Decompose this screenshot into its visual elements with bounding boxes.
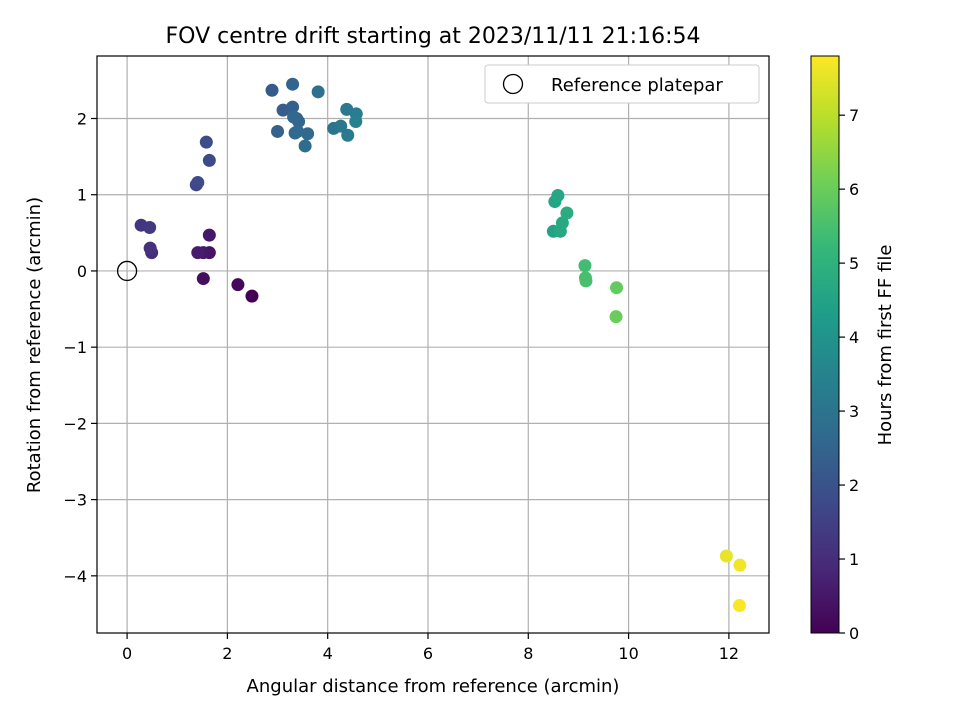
y-axis-ticks: −4 −3 −2 −1 0 1 2 [63,110,97,586]
colorbar-tick-label: 1 [849,550,859,569]
y-tick-label: 2 [77,110,87,129]
data-point [245,289,259,303]
data-point [298,139,312,153]
data-point [199,135,213,149]
data-point [231,278,245,292]
legend-entry-reference-platepar: Reference platepar [551,75,723,96]
x-tick-label: 0 [122,644,132,663]
data-point [609,310,623,324]
legend: Reference platepar [484,64,760,104]
data-point [301,127,315,141]
y-axis-label: Rotation from reference (arcmin) [24,197,45,493]
colorbar-label: Hours from first FF file [875,245,896,446]
y-tick-label: −1 [63,338,87,357]
x-axis-ticks: 0 2 4 6 8 10 12 [122,633,739,663]
colorbar-tick-label: 5 [849,254,859,273]
colorbar-tick-label: 3 [849,402,859,421]
data-point [143,241,157,255]
data-point [349,115,363,129]
data-point [341,128,355,142]
data-point [288,126,302,140]
data-point [202,153,216,167]
data-point [560,206,574,220]
legend-marker [502,73,524,95]
data-point [579,274,593,288]
data-point [271,124,285,138]
plot-frame [96,55,770,634]
data-point [555,216,569,230]
colorbar-tick-label: 4 [849,328,859,347]
data-point [191,176,205,190]
data-points [134,77,747,613]
data-point [191,246,205,260]
x-tick-label: 6 [423,644,433,663]
y-tick-label: −3 [63,491,87,510]
data-point [551,188,565,202]
data-point [733,558,747,572]
data-point [610,281,624,295]
colorbar-ticks: 0 1 2 3 4 5 6 7 [839,106,859,643]
grid [97,56,769,633]
reference-platepar-marker [116,260,138,282]
data-point [196,272,210,286]
data-point [286,77,300,91]
data-point [265,83,279,97]
data-point [334,119,348,133]
x-tick-label: 2 [222,644,232,663]
colorbar-tick-label: 0 [849,624,859,643]
data-point [202,228,216,242]
data-point [143,220,157,234]
x-tick-label: 8 [523,644,533,663]
data-point [578,259,592,273]
colorbar: 0 1 2 3 4 5 6 7 Hours from first FF file [810,55,896,643]
data-point [719,549,733,563]
data-point [287,110,301,124]
data-point [732,599,746,613]
y-tick-label: −4 [63,567,87,586]
data-point [286,100,300,114]
data-point [311,85,325,99]
y-tick-label: 1 [77,186,87,205]
colorbar-tick-label: 2 [849,476,859,495]
y-tick-label: 0 [77,262,87,281]
chart-title: FOV centre drift starting at 2023/11/11 … [166,24,701,49]
legend-box [484,64,760,104]
x-tick-label: 4 [323,644,333,663]
x-tick-label: 12 [719,644,739,663]
x-tick-label: 10 [618,644,638,663]
colorbar-tick-label: 6 [849,180,859,199]
colorbar-gradient [810,55,840,634]
y-tick-label: −2 [63,414,87,433]
colorbar-tick-label: 7 [849,106,859,125]
x-axis-label: Angular distance from reference (arcmin) [247,676,620,697]
reference-point [116,260,138,282]
